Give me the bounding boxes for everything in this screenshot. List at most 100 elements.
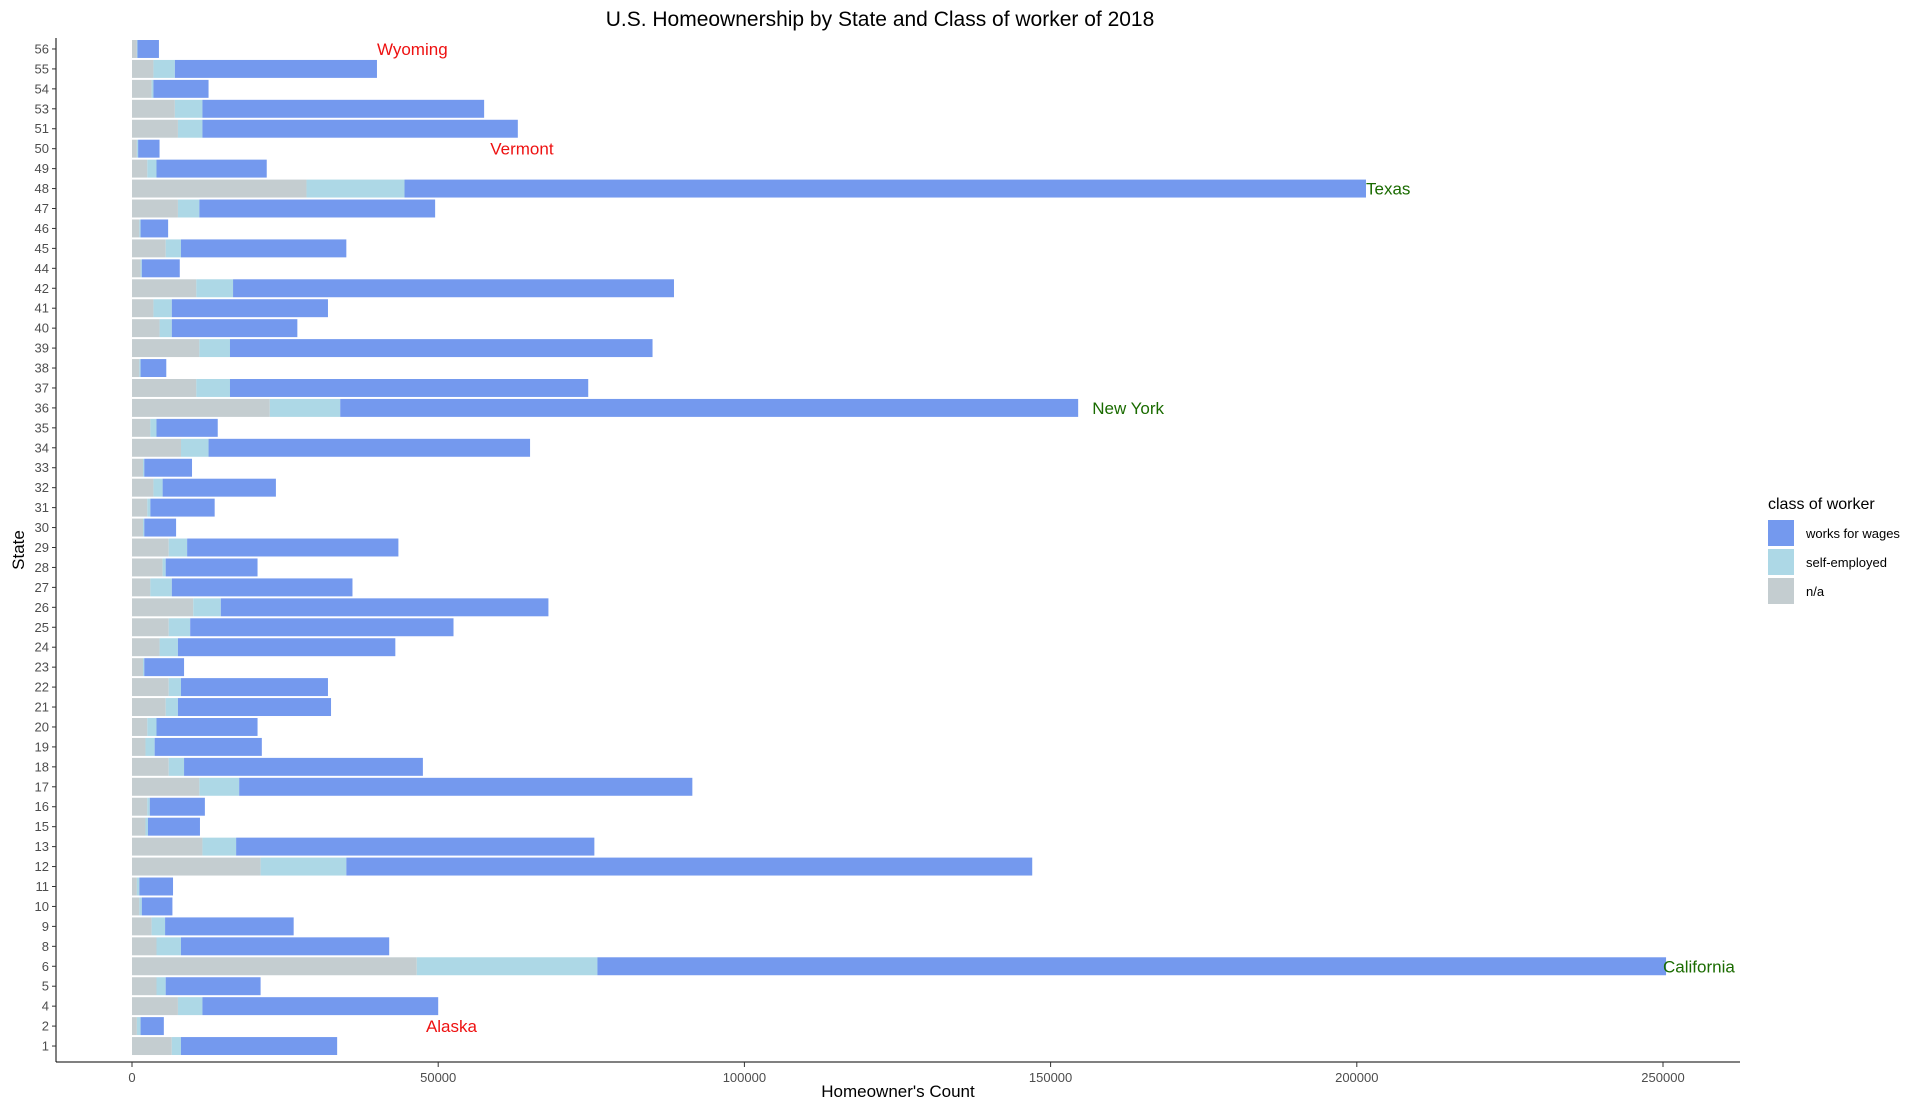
legend-label-self-employed: self-employed: [1806, 555, 1887, 570]
bar-works-for-wages-state-17: [239, 777, 693, 796]
bar-n-a-state-35: [132, 418, 151, 437]
bar-self-employed-state-28: [162, 558, 166, 577]
y-tick-label-10: 10: [35, 899, 49, 914]
bar-self-employed-state-11: [136, 877, 140, 896]
bar-works-for-wages-state-33: [144, 458, 193, 477]
bar-self-employed-state-44: [140, 259, 142, 278]
y-tick-label-26: 26: [35, 600, 49, 615]
bar-self-employed-state-53: [174, 99, 203, 118]
bar-works-for-wages-state-10: [141, 897, 173, 916]
legend-title: class of worker: [1768, 496, 1875, 513]
bar-self-employed-state-55: [153, 59, 175, 78]
bar-works-for-wages-state-22: [180, 678, 328, 697]
y-tick-label-17: 17: [35, 779, 49, 794]
y-tick-label-46: 46: [35, 221, 49, 236]
bar-n-a-state-27: [132, 578, 151, 597]
bar-works-for-wages-state-25: [190, 618, 454, 637]
bar-self-employed-state-42: [196, 279, 234, 298]
bar-works-for-wages-state-30: [144, 518, 177, 537]
bar-self-employed-state-6: [416, 957, 598, 976]
bar-works-for-wages-state-55: [174, 59, 377, 78]
y-tick-label-42: 42: [35, 281, 49, 296]
bar-works-for-wages-state-56: [137, 40, 159, 58]
bar-works-for-wages-state-38: [140, 359, 167, 378]
bar-n-a-state-5: [132, 977, 157, 996]
bar-works-for-wages-state-31: [150, 498, 215, 517]
y-tick-label-41: 41: [35, 301, 49, 316]
bar-works-for-wages-state-32: [162, 478, 276, 497]
y-tick-label-21: 21: [35, 700, 49, 715]
bar-n-a-state-21: [132, 698, 166, 717]
y-tick-label-53: 53: [35, 101, 49, 116]
bar-works-for-wages-state-1: [180, 1037, 338, 1056]
bar-self-employed-state-48: [306, 179, 405, 198]
annotation-alaska: Alaska: [426, 1017, 478, 1036]
bar-self-employed-state-49: [147, 159, 157, 178]
bar-self-employed-state-22: [168, 678, 181, 697]
bar-self-employed-state-51: [177, 119, 203, 138]
bar-self-employed-state-45: [165, 239, 181, 258]
bar-n-a-state-29: [132, 538, 169, 557]
bar-n-a-state-28: [132, 558, 163, 577]
bar-n-a-state-20: [132, 718, 148, 736]
y-tick-label-31: 31: [35, 500, 49, 515]
bar-n-a-state-13: [132, 837, 203, 856]
y-tick-label-6: 6: [42, 959, 49, 974]
y-tick-label-22: 22: [35, 680, 49, 695]
bar-n-a-state-47: [132, 199, 178, 218]
bar-self-employed-state-56: [136, 40, 138, 58]
bar-n-a-state-23: [132, 658, 144, 677]
y-tick-label-40: 40: [35, 321, 49, 336]
bar-self-employed-state-9: [151, 917, 166, 936]
bar-n-a-state-30: [132, 518, 144, 537]
y-tick-label-47: 47: [35, 201, 49, 216]
bar-self-employed-state-17: [199, 777, 240, 796]
bar-n-a-state-39: [132, 339, 200, 358]
bar-self-employed-state-34: [180, 438, 209, 457]
bar-self-employed-state-2: [136, 1017, 141, 1036]
bar-n-a-state-40: [132, 319, 160, 338]
bar-n-a-state-15: [132, 817, 146, 836]
annotation-texas: Texas: [1366, 180, 1410, 199]
y-tick-label-2: 2: [42, 1019, 49, 1034]
bar-n-a-state-54: [132, 79, 152, 98]
y-tick-label-20: 20: [35, 719, 49, 734]
bar-self-employed-state-41: [153, 299, 172, 318]
y-tick-label-49: 49: [35, 161, 49, 176]
bar-n-a-state-49: [132, 159, 148, 178]
bar-works-for-wages-state-16: [149, 797, 205, 816]
bar-works-for-wages-state-15: [147, 817, 200, 836]
bar-self-employed-state-54: [151, 79, 154, 98]
bar-n-a-state-1: [132, 1037, 172, 1056]
bar-works-for-wages-state-44: [141, 259, 180, 278]
y-tick-label-28: 28: [35, 560, 49, 575]
bar-works-for-wages-state-45: [180, 239, 347, 258]
x-tick-label-100000: 100000: [723, 1070, 766, 1085]
bar-n-a-state-2: [132, 1017, 137, 1036]
legend: class of worker works for wages self-empl…: [1768, 496, 1900, 604]
bar-works-for-wages-state-53: [202, 99, 485, 118]
bar-self-employed-state-30: [143, 518, 145, 537]
y-tick-label-13: 13: [35, 839, 49, 854]
bar-self-employed-state-26: [193, 598, 221, 617]
y-tick-label-56: 56: [35, 41, 49, 56]
bar-works-for-wages-state-5: [165, 977, 261, 996]
legend-swatch-works-for-wages: [1768, 520, 1794, 546]
bar-self-employed-state-5: [156, 977, 166, 996]
bar-self-employed-state-24: [159, 638, 178, 657]
bar-works-for-wages-state-26: [220, 598, 549, 617]
bar-n-a-state-18: [132, 757, 169, 776]
legend-label-n-a: n/a: [1806, 584, 1825, 599]
bar-self-employed-state-32: [153, 478, 163, 497]
bar-works-for-wages-state-27: [171, 578, 353, 597]
bar-self-employed-state-15: [145, 817, 148, 836]
y-tick-label-27: 27: [35, 580, 49, 595]
bar-n-a-state-45: [132, 239, 166, 258]
bar-self-employed-state-19: [145, 737, 155, 756]
bar-n-a-state-50: [132, 139, 137, 158]
bar-n-a-state-51: [132, 119, 178, 138]
y-tick-label-9: 9: [42, 919, 49, 934]
bar-self-employed-state-46: [139, 219, 141, 238]
